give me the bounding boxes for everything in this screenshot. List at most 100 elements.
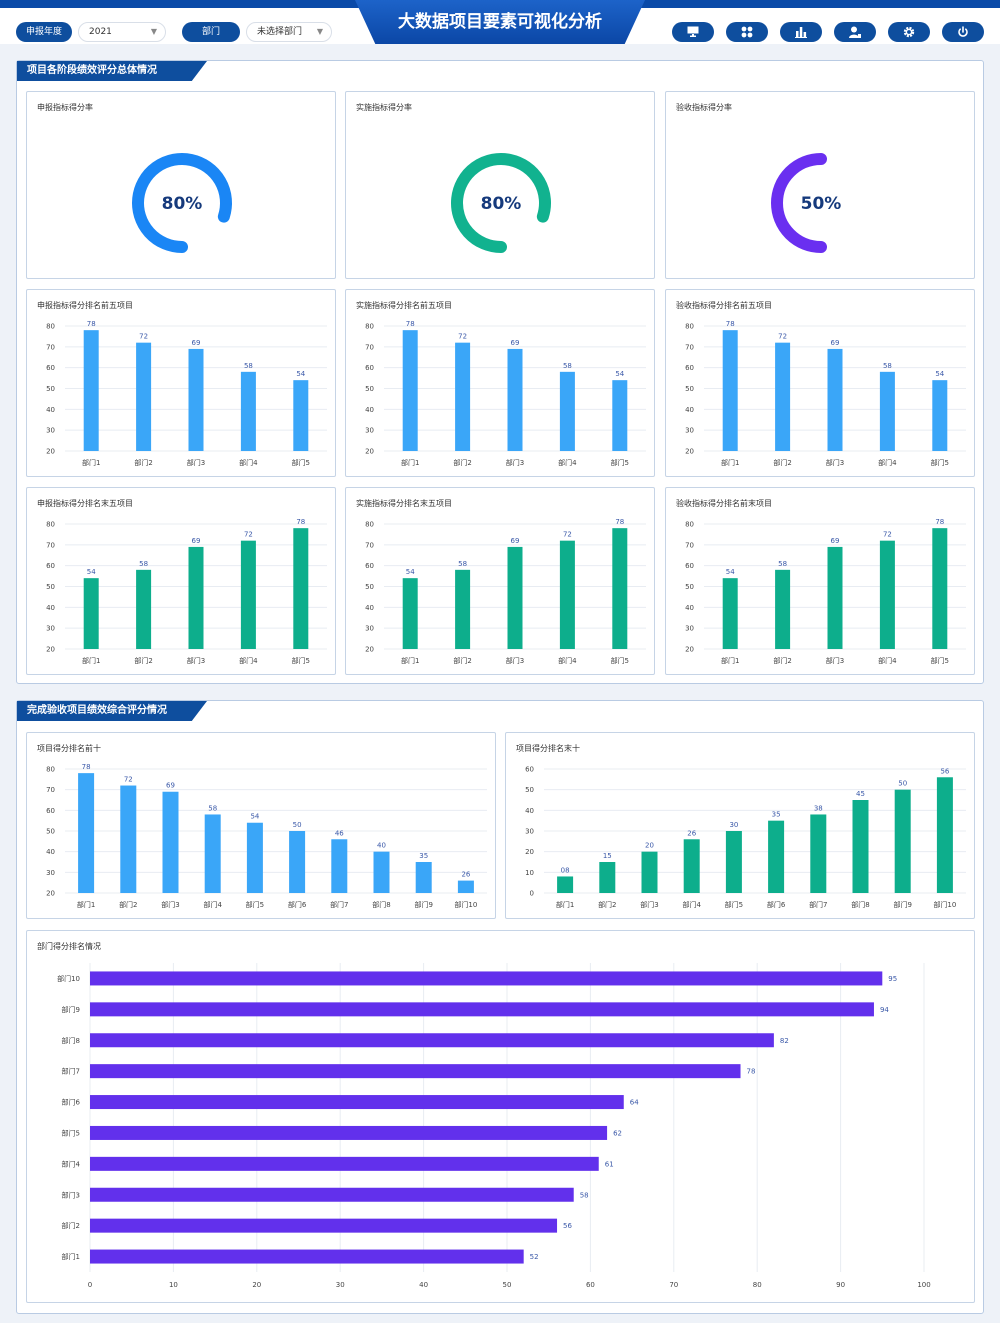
bar — [599, 862, 616, 893]
bar-value-label: 35 — [419, 852, 428, 860]
y-tick-label: 20 — [365, 646, 374, 654]
bar-value-label: 78 — [87, 320, 96, 328]
y-tick-label: 20 — [46, 448, 55, 456]
x-tick-label: 部门6 — [767, 900, 786, 909]
x-tick-label: 70 — [669, 1281, 678, 1289]
y-tick-label: 40 — [365, 406, 374, 414]
bar — [293, 380, 309, 451]
bar — [559, 540, 575, 649]
power-button[interactable] — [942, 22, 984, 42]
bar — [90, 1187, 574, 1202]
bar-value-label: 72 — [883, 531, 892, 539]
bar-value-label: 72 — [778, 333, 787, 341]
donut-card-implement: 实施指标得分率 80% — [345, 91, 655, 279]
x-tick-label: 部门5 — [725, 900, 743, 909]
y-tick-label: 50 — [685, 385, 694, 393]
title-banner — [355, 0, 645, 44]
x-tick-label: 部门1 — [401, 656, 419, 665]
bar — [90, 1218, 558, 1233]
y-tick-label: 20 — [365, 448, 374, 456]
settings-button[interactable] — [888, 22, 930, 42]
bar — [852, 800, 869, 893]
monitor-button[interactable] — [672, 22, 714, 42]
y-tick-label: 30 — [365, 427, 374, 435]
bar-value-label: 72 — [563, 531, 572, 539]
bar — [90, 1033, 774, 1048]
x-tick-label: 部门1 — [721, 458, 739, 467]
donut-percent: 50% — [801, 194, 842, 214]
bar-value-label: 52 — [530, 1253, 539, 1261]
year-select[interactable]: 2021 ▼ — [78, 22, 166, 42]
x-tick-label: 部门10 — [933, 900, 956, 909]
y-tick-label: 50 — [685, 583, 694, 591]
donut-percent: 80% — [481, 194, 522, 214]
card-title: 项目得分排名末十 — [516, 744, 580, 753]
bar — [136, 569, 152, 649]
x-tick-label: 部门2 — [119, 900, 137, 909]
bar — [402, 578, 418, 649]
bar-value-label: 78 — [615, 518, 624, 526]
x-tick-label: 部门4 — [203, 900, 222, 909]
x-tick-label: 部门3 — [506, 458, 524, 467]
bar — [879, 371, 895, 451]
user-button[interactable] — [834, 22, 876, 42]
bar-value-label: 45 — [856, 790, 865, 798]
y-tick-label: 部门9 — [62, 1005, 80, 1014]
y-tick-label: 50 — [46, 385, 55, 393]
x-tick-label: 100 — [917, 1281, 930, 1289]
bar — [455, 342, 471, 451]
bar-card-top10: 项目得分排名前十 20 30 40 50 60 70 80 78 部门1 72 部门2 69 部门3 58… — [26, 732, 496, 919]
card-title: 实施指标得分率 — [356, 103, 412, 112]
bar-value-label: 54 — [296, 370, 305, 378]
bar-value-label: 54 — [87, 568, 96, 576]
x-tick-label: 部门7 — [809, 900, 827, 909]
y-tick-label: 20 — [525, 848, 534, 856]
bar-value-label: 64 — [630, 1099, 639, 1107]
bar — [457, 880, 474, 893]
bar-value-label: 72 — [458, 333, 467, 341]
bar — [641, 851, 658, 893]
y-tick-label: 30 — [685, 625, 694, 633]
bar-value-label: 58 — [580, 1191, 589, 1199]
bar — [90, 1002, 874, 1017]
y-tick-label: 50 — [525, 786, 534, 794]
bar-value-label: 78 — [935, 518, 944, 526]
bar — [683, 839, 700, 893]
bar — [293, 528, 309, 649]
x-tick-label: 部门4 — [558, 656, 577, 665]
donut-chart: 50% — [771, 153, 842, 253]
bar-value-label: 20 — [645, 842, 654, 850]
y-tick-label: 30 — [525, 828, 534, 836]
bar-value-label: 15 — [603, 852, 612, 860]
dept-select[interactable]: 未选择部门 ▼ — [246, 22, 332, 42]
bar — [559, 371, 575, 451]
y-tick-label: 20 — [46, 890, 55, 898]
x-tick-label: 部门2 — [773, 458, 791, 467]
x-tick-label: 0 — [88, 1281, 92, 1289]
bar-value-label: 69 — [192, 339, 201, 347]
x-tick-label: 部门1 — [82, 458, 100, 467]
bar-value-label: 72 — [124, 776, 133, 784]
page-title: 大数据项目要素可视化分析 — [398, 12, 602, 32]
bar-card-accept-bottom5: 验收指标得分排名前末项目 20 30 40 50 60 70 80 54 部门1 58 部门2 69 部… — [665, 487, 975, 675]
year-select-value: 2021 — [89, 27, 112, 37]
y-tick-label: 10 — [525, 869, 534, 877]
bar — [894, 789, 911, 893]
section-stage-performance: 项目各阶段绩效评分总体情况 申报指标得分率 80% 实施指标得分率 80% 验收… — [16, 60, 984, 684]
x-tick-label: 10 — [169, 1281, 178, 1289]
y-tick-label: 80 — [46, 521, 55, 529]
x-tick-label: 20 — [252, 1281, 261, 1289]
x-tick-label: 30 — [336, 1281, 345, 1289]
y-tick-label: 70 — [46, 541, 55, 549]
bar-card-accept-top5: 验收指标得分排名前五项目 20 30 40 50 60 70 80 78 部门1 72 部门2 69 部… — [665, 289, 975, 477]
x-tick-label: 部门1 — [721, 656, 739, 665]
apps-button[interactable] — [726, 22, 768, 42]
bar-value-label: 58 — [563, 362, 572, 370]
bar-chart: 20 30 40 50 60 70 80 78 部门1 72 部门2 69 部门3 58 部门4 54 部门5 — [46, 320, 327, 467]
bar — [246, 822, 263, 893]
gear-icon — [903, 26, 915, 38]
bar — [120, 785, 137, 893]
y-tick-label: 70 — [685, 343, 694, 351]
chart-button[interactable] — [780, 22, 822, 42]
bar — [240, 371, 256, 451]
